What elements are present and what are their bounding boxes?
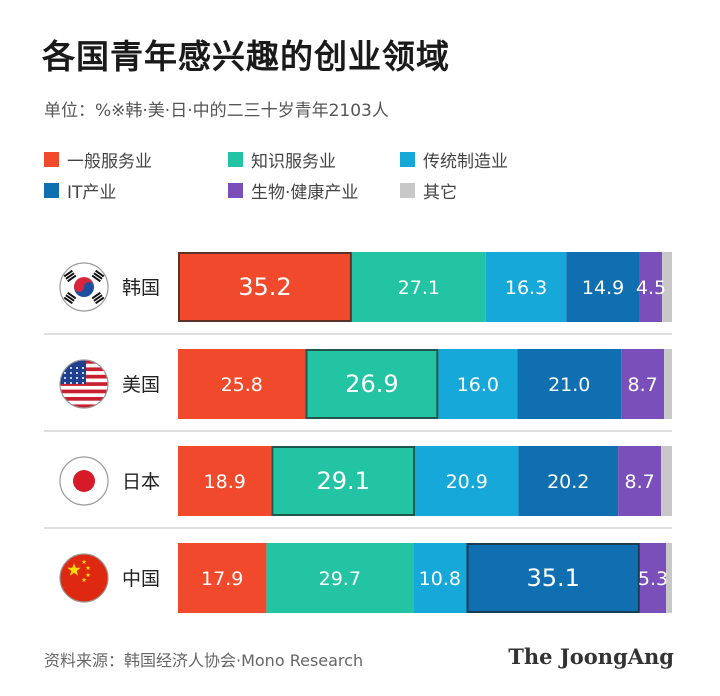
- legend-swatch: [44, 183, 59, 198]
- data-label: 21.0: [548, 374, 590, 396]
- data-label: 4.5: [636, 277, 666, 299]
- bar-segment: [266, 543, 414, 613]
- bar-segment: [517, 349, 622, 419]
- data-label: 17.9: [201, 568, 243, 590]
- bar-highlight: [271, 446, 416, 516]
- legend-swatch: [228, 152, 243, 167]
- bar-segment: [485, 252, 567, 322]
- bar-segment: [666, 543, 672, 613]
- japan-flag-icon: [60, 457, 108, 505]
- chart-title: 各国青年感兴趣的创业领域: [42, 37, 450, 76]
- data-label: 10.8: [419, 568, 461, 590]
- bar-segment: [618, 446, 662, 516]
- legend-item: 其它: [400, 178, 457, 203]
- legend-item: 生物·健康产业: [228, 178, 358, 203]
- bar-segment: [415, 446, 519, 516]
- bar-segment: [639, 543, 667, 613]
- source-note: 资料来源：韩国经济人协会·Mono Research: [44, 651, 364, 670]
- category-label: 日本: [122, 471, 160, 493]
- legend-label: 生物·健康产业: [251, 183, 359, 203]
- legend-swatch: [44, 152, 59, 167]
- brand-logo: The JoongAng: [508, 644, 674, 669]
- category-label: 美国: [122, 374, 160, 396]
- data-label: 8.7: [627, 374, 657, 396]
- bar-segment: [518, 446, 619, 516]
- flag-border: [59, 359, 109, 409]
- category-label: 韩国: [122, 277, 160, 299]
- bar-segment: [178, 349, 306, 419]
- data-label: 26.9: [345, 370, 398, 398]
- bar-segment: [178, 252, 352, 322]
- bar-segment: [664, 349, 672, 419]
- flag-border: [59, 262, 109, 312]
- bar-highlight: [466, 543, 640, 613]
- legend-label: 一般服务业: [67, 152, 152, 172]
- data-label: 8.7: [625, 471, 655, 493]
- bar-highlight: [178, 252, 352, 322]
- flag-border: [59, 553, 109, 603]
- category-label: 中国: [122, 568, 160, 590]
- data-label: 16.0: [457, 374, 499, 396]
- legend-swatch: [400, 152, 415, 167]
- bar-segment: [305, 349, 439, 419]
- legend-label: 知识服务业: [251, 152, 336, 172]
- bar-segment: [639, 252, 663, 322]
- bar-segment: [178, 543, 267, 613]
- bar-segment: [178, 446, 272, 516]
- data-label: 27.1: [398, 277, 440, 299]
- data-label: 35.1: [526, 564, 579, 592]
- data-label: 18.9: [204, 471, 246, 493]
- china-flag-icon: [60, 554, 108, 602]
- korea-flag-icon: [60, 263, 108, 311]
- usa-flag-icon: [60, 360, 108, 408]
- data-label: 35.2: [238, 273, 291, 301]
- bar-segment: [662, 252, 672, 322]
- legend-label: 其它: [423, 183, 457, 203]
- bar-segment: [438, 349, 518, 419]
- data-label: 16.3: [505, 277, 547, 299]
- bar-segment: [466, 543, 640, 613]
- bar-segment: [413, 543, 467, 613]
- flag-border: [59, 456, 109, 506]
- data-label: 29.7: [319, 568, 361, 590]
- data-label: 20.2: [547, 471, 589, 493]
- data-label: 29.1: [317, 467, 370, 495]
- legend-label: IT产业: [67, 183, 117, 203]
- legend-item: 传统制造业: [400, 147, 508, 172]
- legend-item: IT产业: [44, 178, 116, 203]
- data-label: 14.9: [582, 277, 624, 299]
- data-label: 5.3: [638, 568, 668, 590]
- legend-swatch: [400, 183, 415, 198]
- data-label: 25.8: [221, 374, 263, 396]
- bar-segment: [566, 252, 640, 322]
- legend-item: 一般服务业: [44, 147, 152, 172]
- chart-subtitle: 单位：%※韩·美·日·中的二三十岁青年2103人: [44, 101, 389, 121]
- legend-label: 传统制造业: [423, 152, 508, 172]
- legend-swatch: [228, 183, 243, 198]
- bar-segment: [661, 446, 672, 516]
- legend-item: 知识服务业: [228, 147, 336, 172]
- data-label: 20.9: [446, 471, 488, 493]
- bar-segment: [621, 349, 665, 419]
- bar-segment: [271, 446, 416, 516]
- bar-highlight: [305, 349, 439, 419]
- bar-segment: [351, 252, 486, 322]
